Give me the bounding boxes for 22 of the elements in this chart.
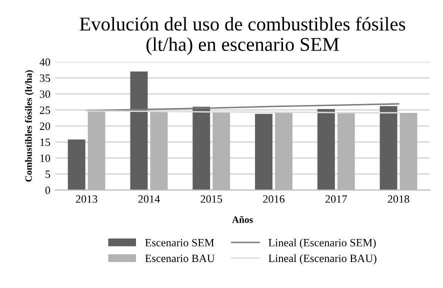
y-tick-label: 15	[40, 138, 50, 146]
y-tick-label: 35	[40, 74, 50, 82]
chart-title: Evolución del uso de combustibles fósiles (lt/ha) en escenario SEM	[80, 16, 406, 55]
x-tick-label: 2013	[76, 195, 98, 203]
legend-label: Lineal (Escenario BAU)	[268, 254, 376, 264]
y-tick-label: 30	[40, 90, 50, 98]
x-tick-label: 2017	[326, 195, 347, 203]
y-tick-label: 40	[40, 58, 50, 66]
x-tick-label: 2015	[200, 195, 222, 203]
legend-label: Lineal (Escenario SEM)	[268, 238, 376, 249]
y-tick-label: 20	[40, 122, 50, 130]
y-tick-label: 0	[45, 186, 50, 194]
x-tick-label: 2016	[263, 195, 285, 203]
x-tick-label: 2014	[138, 195, 160, 203]
x-axis-title: Años	[232, 216, 253, 223]
x-tick-label: 2018	[388, 195, 410, 203]
y-tick-label: 5	[46, 170, 50, 178]
y-axis-title: Combustibles fósiles (lt/ha)	[24, 70, 34, 182]
legend-label: Escenario BAU	[145, 254, 215, 262]
y-tick-label: 10	[40, 154, 50, 162]
legend-label: Escenario SEM	[145, 238, 214, 246]
y-tick-label: 25	[40, 106, 50, 114]
